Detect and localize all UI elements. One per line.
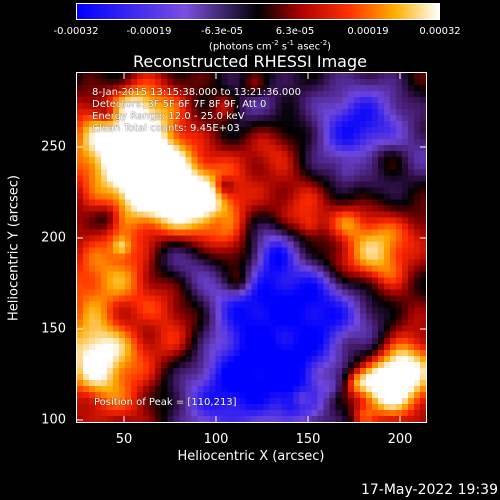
plot-date-stamp: 17-May-2022 19:39 xyxy=(360,482,498,498)
colorbar-units: (photons cm-2 s-1 asec-2) xyxy=(208,39,332,53)
colorbar-tick-label: -6.3e-05 xyxy=(201,26,243,37)
y-tick-label: 100 xyxy=(41,412,66,428)
y-axis-label: Heliocentric Y (arcsec) xyxy=(6,175,22,321)
info-peak-position: Position of Peak = [110,213] xyxy=(94,397,237,408)
info-detectors: Detectors: 3F 5F 6F 7F 8F 9F, Att 0 xyxy=(92,99,267,110)
y-tick-label: 150 xyxy=(41,321,66,337)
x-tick-label: 200 xyxy=(387,432,413,447)
image-plot-area xyxy=(76,72,427,423)
reconstructed-image-heatmap xyxy=(77,73,426,422)
x-tick-label: 100 xyxy=(203,432,229,447)
x-tick-label: 150 xyxy=(295,432,321,447)
colorbar-tick-label: -0.00032 xyxy=(53,26,99,37)
x-tick-label: 50 xyxy=(115,432,133,447)
y-tick-label: 250 xyxy=(41,139,66,155)
colorbar-tick-label: 6.3e-05 xyxy=(275,26,315,37)
colorbar-tick-label: 0.00032 xyxy=(419,26,461,37)
info-energy-range: Energy Range: 12.0 - 25.0 keV xyxy=(92,111,245,122)
info-time-range: 8-Jan-2015 13:15:38.000 to 13:21:36.000 xyxy=(92,87,301,98)
colorbar-tick-label: -0.00019 xyxy=(126,26,172,37)
image-title: Reconstructed RHESSI Image xyxy=(133,52,367,71)
colorbar xyxy=(76,3,440,20)
x-axis-label: Heliocentric X (arcsec) xyxy=(177,449,325,464)
y-tick-label: 200 xyxy=(41,230,66,246)
info-clean-counts: Clean Total counts: 9.45E+03 xyxy=(92,123,240,134)
colorbar-tick-label: 0.00019 xyxy=(347,26,389,37)
